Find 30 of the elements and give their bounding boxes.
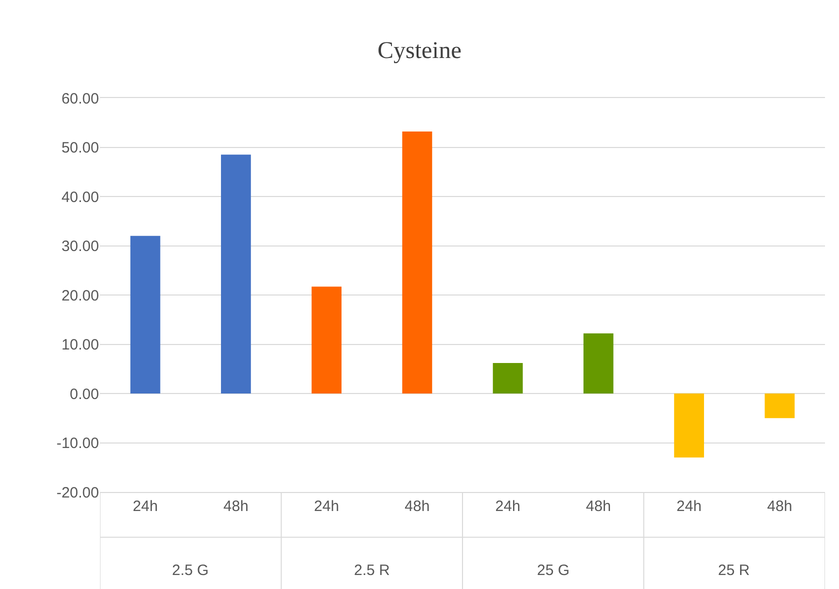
x-tick-label: 48h bbox=[223, 498, 248, 515]
x-tick-label: 24h bbox=[495, 498, 520, 515]
y-tick-label: 50.00 bbox=[61, 140, 99, 156]
text: 2.5 R bbox=[354, 562, 390, 579]
chart-title: Cysteine bbox=[378, 38, 462, 64]
y-tick-label: 40.00 bbox=[61, 188, 99, 206]
x-tick-label: 24h bbox=[676, 498, 702, 515]
y-tick-label: 0.00 bbox=[70, 386, 99, 403]
y-tick-label: -10.00 bbox=[56, 435, 99, 452]
bar bbox=[674, 394, 704, 458]
y-tick-label: 60.00 bbox=[61, 90, 99, 108]
text: 25 R bbox=[718, 562, 750, 579]
y-tick-label: 10.00 bbox=[61, 336, 99, 354]
x-tick-label: 24h bbox=[314, 498, 340, 515]
x-tick-label: 24h bbox=[132, 498, 158, 515]
x-tick-label: 48h bbox=[586, 498, 611, 515]
bar bbox=[220, 154, 251, 394]
bar bbox=[583, 333, 614, 394]
text: 2.5 G bbox=[172, 562, 209, 579]
bar bbox=[492, 362, 523, 394]
bar bbox=[312, 286, 342, 394]
y-tick-label: 20.00 bbox=[61, 287, 99, 304]
x-tick-label: 48h bbox=[404, 498, 430, 515]
y-tick-label: 30.00 bbox=[61, 238, 99, 255]
x-tick-label: 48h bbox=[767, 498, 792, 515]
y-tick-label: -20.00 bbox=[56, 484, 99, 502]
bar bbox=[130, 236, 160, 394]
bar bbox=[764, 394, 795, 418]
text: 25 G bbox=[537, 562, 570, 579]
bar bbox=[402, 131, 432, 394]
